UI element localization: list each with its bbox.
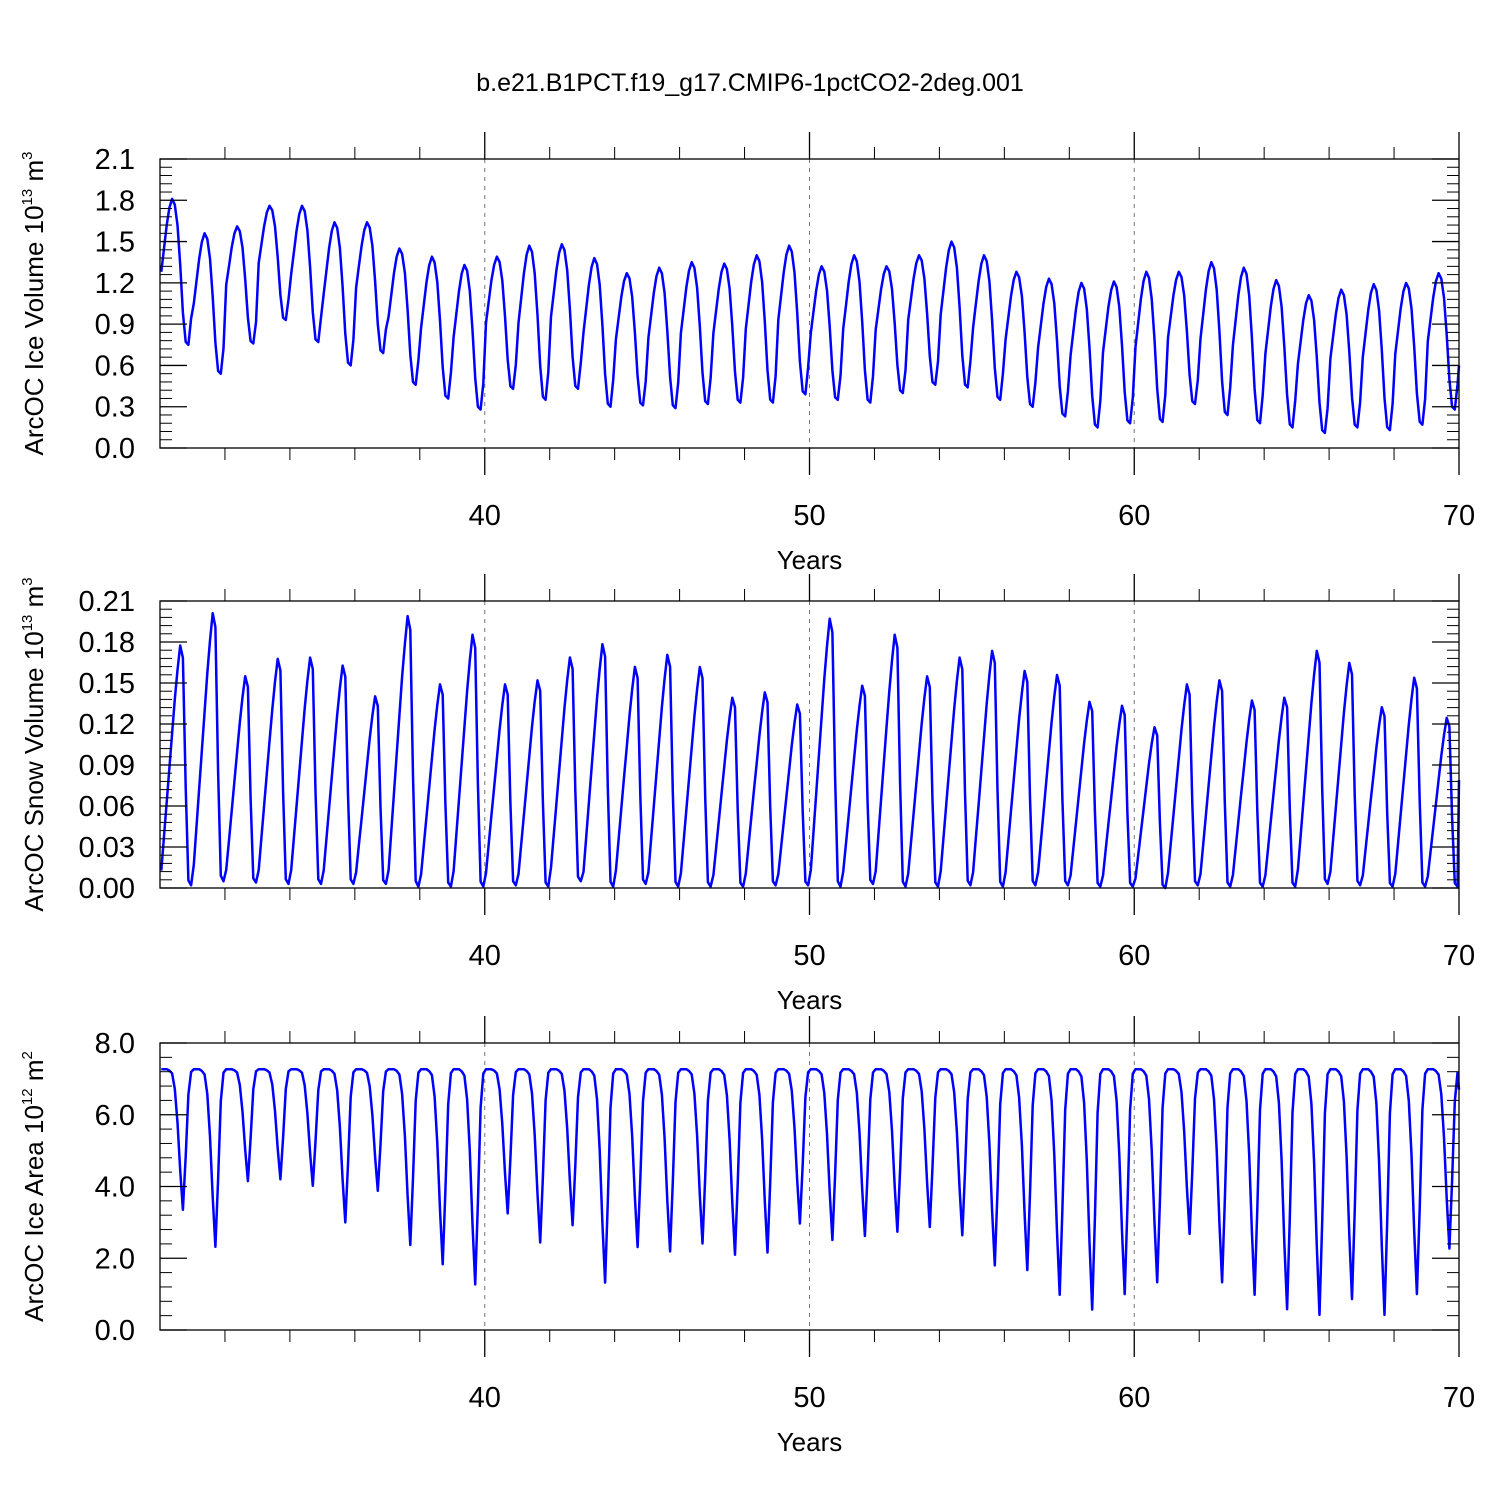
x-axis-label: Years: [777, 1427, 843, 1457]
chart-panel-3: 40 50 60 70 Years 0.0 2.0 4.0 6.0 8.0 ArcOC Ice Ar…: [19, 1016, 1475, 1457]
y-tick-label: 0.0: [95, 1315, 135, 1347]
x-tick-label: 70: [1443, 1382, 1475, 1414]
x-tick-label: 40: [469, 1382, 501, 1414]
y-tick-label: 4.0: [95, 1172, 135, 1204]
y-tick-label: 0.09: [79, 750, 135, 782]
x-tick-label: 40: [469, 940, 501, 972]
x-tick-label: 50: [793, 1382, 825, 1414]
y-tick-label: 1.2: [95, 268, 135, 300]
x-tick-label: 60: [1118, 1382, 1150, 1414]
y-tick-label: 0.21: [79, 586, 135, 618]
x-tick-label: 60: [1118, 500, 1150, 532]
y-tick-label: 0.6: [95, 350, 135, 382]
y-tick-label: 0.9: [95, 309, 135, 341]
x-tick-label: 50: [793, 500, 825, 532]
data-series-line: [161, 1067, 1461, 1317]
y-axis-label: ArcOC Snow Volume 1013 m3: [19, 577, 49, 911]
y-tick-label: 2.0: [95, 1243, 135, 1275]
data-series-line: [160, 197, 1461, 435]
y-axis-label: ArcOC Ice Volume 1013 m3: [19, 152, 49, 456]
y-tick-label: 0.0: [95, 433, 135, 465]
x-axis-label: Years: [777, 545, 843, 575]
x-tick-label: 40: [469, 500, 501, 532]
y-tick-label: 1.8: [95, 185, 135, 217]
y-tick-label: 1.5: [95, 227, 135, 259]
y-tick-label: 0.03: [79, 832, 135, 864]
data-series-line: [160, 612, 1461, 890]
y-tick-label: 0.06: [79, 791, 135, 823]
y-tick-label: 0.12: [79, 709, 135, 741]
chart-panel-2: 40 50 60 70 Years 0.00 0.03 0.06 0.09 0.12 0.15 0.1…: [19, 574, 1475, 1015]
x-tick-label: 50: [793, 940, 825, 972]
x-tick-label: 70: [1443, 500, 1475, 532]
chart-panel-1: 40 50 60 70 Years 0.0 0.3 0.6 0.9 1.2 1.5 1.8 2.1 Arc…: [19, 132, 1475, 575]
x-tick-label: 70: [1443, 940, 1475, 972]
y-tick-label: 0.00: [79, 873, 135, 905]
y-axis-label: ArcOC Ice Area 1012 m2: [19, 1051, 49, 1322]
y-tick-label: 6.0: [95, 1100, 135, 1132]
figure-title: b.e21.B1PCT.f19_g17.CMIP6-1pctCO2-2deg.0…: [476, 69, 1024, 97]
y-tick-label: 0.3: [95, 392, 135, 424]
y-tick-label: 2.1: [95, 144, 135, 176]
y-tick-label: 0.18: [79, 627, 135, 659]
x-tick-label: 60: [1118, 940, 1150, 972]
y-tick-label: 8.0: [95, 1028, 135, 1060]
y-tick-label: 0.15: [79, 668, 135, 700]
x-axis-label: Years: [777, 985, 843, 1015]
